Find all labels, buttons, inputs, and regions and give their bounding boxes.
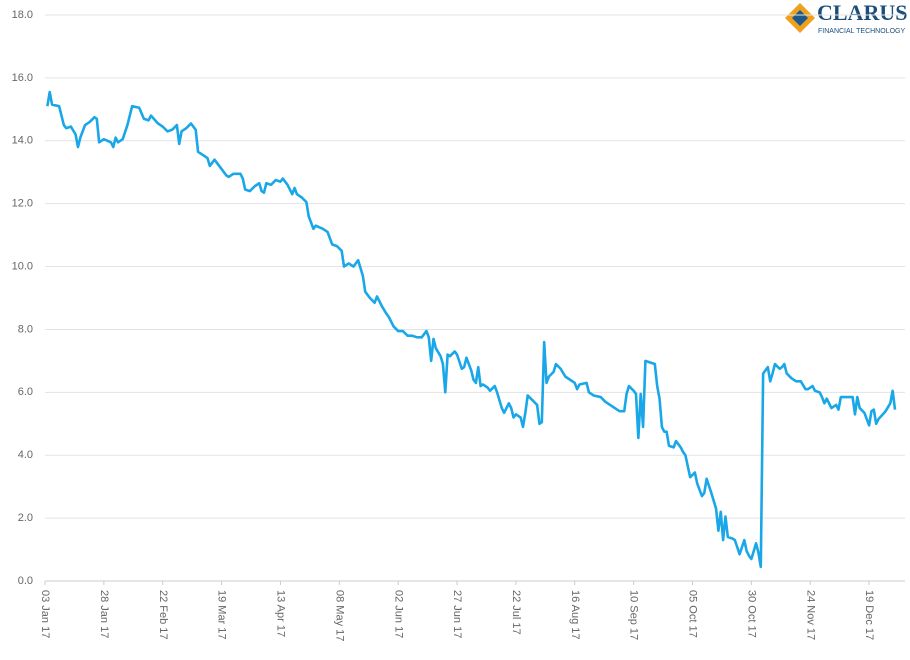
- logo-name: CLARUS: [817, 0, 907, 25]
- x-tick-label: 16 Aug 17: [569, 590, 581, 640]
- y-tick-label: 10.0: [12, 260, 33, 272]
- x-tick-label: 05 Oct 17: [687, 590, 699, 638]
- logo-mark-inner: [792, 10, 808, 26]
- x-tick-label: 24 Nov 17: [804, 590, 816, 640]
- x-tick-label: 30 Oct 17: [745, 590, 757, 638]
- y-tick-label: 14.0: [12, 135, 33, 147]
- x-tick-label: 03 Jan 17: [39, 590, 51, 638]
- logo: CLARUS FINANCIAL TECHNOLOGY: [785, 0, 907, 35]
- y-tick-label: 0.0: [18, 575, 33, 587]
- y-tick-label: 6.0: [18, 386, 33, 398]
- y-tick-label: 16.0: [12, 72, 33, 84]
- y-tick-label: 12.0: [12, 198, 33, 210]
- x-tick-label: 13 Apr 17: [275, 590, 287, 637]
- logo-tagline: FINANCIAL TECHNOLOGY: [818, 28, 905, 35]
- x-tick-label: 19 Mar 17: [216, 590, 228, 640]
- y-tick-label: 2.0: [18, 512, 33, 524]
- x-tick-label: 27 Jun 17: [451, 590, 463, 638]
- line: [46, 90, 897, 569]
- x-tick-label: 19 Dec 17: [863, 590, 875, 640]
- y-tick-label: 4.0: [18, 449, 33, 461]
- x-tick-label: 10 Sep 17: [628, 590, 640, 640]
- x-tick-label: 22 Jul 17: [510, 590, 522, 635]
- x-tick-label: 28 Jan 17: [98, 590, 110, 638]
- x-tick-label: 02 Jun 17: [392, 590, 404, 638]
- x-tick-label: 08 May 17: [333, 590, 345, 641]
- x-tick-label: 22 Feb 17: [157, 590, 169, 640]
- y-tick-label: 8.0: [18, 323, 33, 335]
- y-tick-label: 18.0: [12, 9, 33, 21]
